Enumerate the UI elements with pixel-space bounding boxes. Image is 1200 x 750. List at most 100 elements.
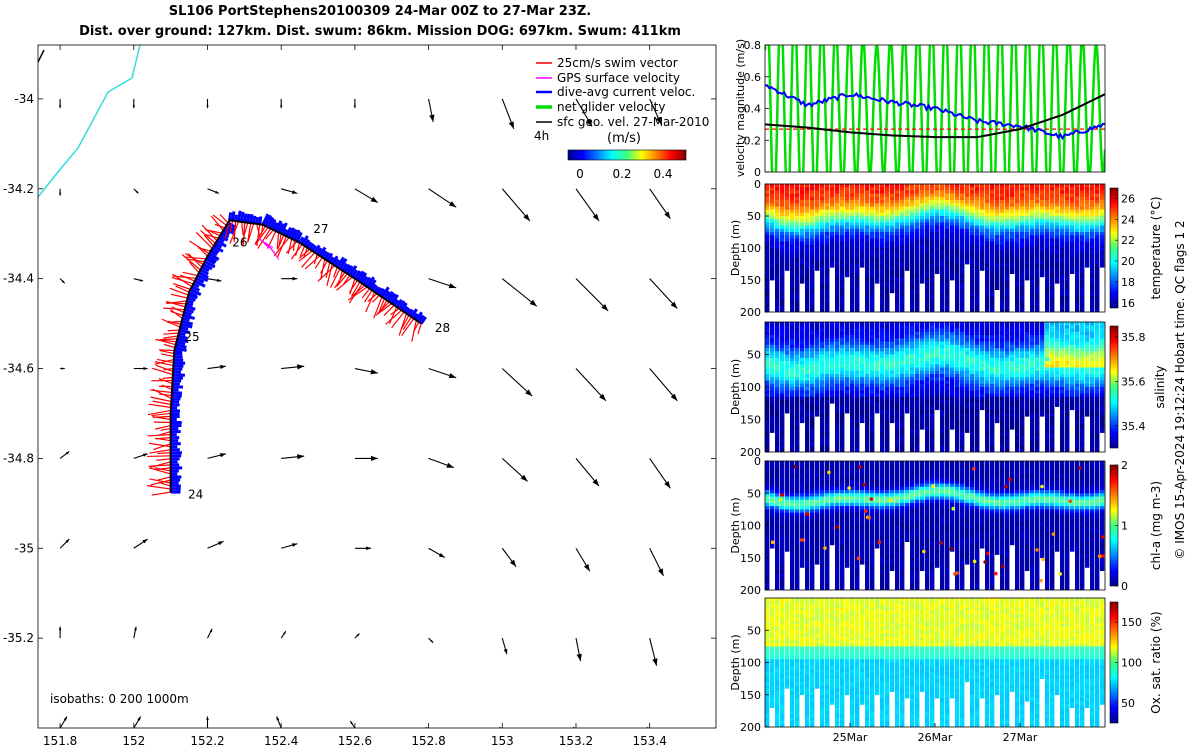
- section-cell: [865, 322, 870, 326]
- section-cell: [970, 232, 975, 236]
- section-cell: [1020, 203, 1025, 207]
- section-cell: [1095, 193, 1100, 198]
- section-cell: [845, 325, 850, 329]
- section-cell: [800, 396, 805, 401]
- section-cell: [870, 276, 875, 281]
- geo-vector-head: [291, 190, 298, 194]
- section-cell: [820, 225, 825, 230]
- section-cell: [950, 328, 955, 333]
- section-cell: [995, 248, 1000, 252]
- section-cell: [925, 244, 930, 249]
- section-cell: [825, 406, 830, 411]
- section-cell: [1040, 232, 1045, 236]
- section-cell: [955, 196, 960, 201]
- section-cell: [845, 354, 850, 359]
- section-cell: [900, 354, 905, 359]
- section-cell: [940, 187, 945, 191]
- section-cell: [1035, 228, 1040, 233]
- section-cell: [920, 270, 925, 274]
- section-cell: [1085, 203, 1090, 207]
- section-cell: [910, 209, 915, 214]
- section-cell: [940, 403, 945, 407]
- section-cell: [820, 380, 825, 385]
- section-cell: [850, 422, 855, 427]
- section-cell: [930, 413, 935, 417]
- section-cell: [875, 264, 880, 268]
- section-cell: [910, 276, 915, 281]
- section-cell: [810, 248, 815, 252]
- section-cell: [920, 254, 925, 258]
- section-cell: [1030, 292, 1035, 297]
- section-cell: [1005, 280, 1010, 284]
- section-cell: [1005, 196, 1010, 201]
- section-cell: [1010, 225, 1015, 230]
- section-cell: [980, 390, 985, 394]
- section-cell: [995, 390, 1000, 394]
- section-cell: [825, 244, 830, 249]
- section-cell: [1045, 190, 1050, 194]
- section-cell: [995, 232, 1000, 236]
- section-cell: [885, 403, 890, 407]
- geo-vector-head: [350, 721, 353, 725]
- section-cell: [905, 393, 910, 398]
- section-cell: [995, 361, 1000, 365]
- section-cell: [1075, 219, 1080, 223]
- section-cell: [815, 322, 820, 326]
- section-cell: [1095, 209, 1100, 214]
- section-cell: [955, 367, 960, 372]
- section-cell: [1070, 212, 1075, 217]
- section-cell: [925, 361, 930, 365]
- section-cell: [850, 341, 855, 346]
- current-vector: [336, 256, 345, 269]
- section-cell: [930, 209, 935, 214]
- current-vector: [264, 214, 272, 227]
- section-cell: [810, 331, 815, 336]
- section-cell: [970, 335, 975, 339]
- geo-vector-head: [370, 196, 378, 203]
- section-cell: [960, 238, 965, 242]
- section-cell: [950, 257, 955, 262]
- section-cell: [840, 241, 845, 246]
- section-cell: [840, 351, 845, 355]
- section-cell: [925, 296, 930, 300]
- section-cell: [1085, 190, 1090, 194]
- section-cell: [980, 354, 985, 359]
- section-cell: [765, 232, 770, 236]
- section-cell: [790, 419, 795, 424]
- section-cell: [790, 196, 795, 201]
- section-cell: [840, 286, 845, 290]
- section-cell: [870, 322, 875, 326]
- section-cell: [945, 383, 950, 388]
- section-cell: [895, 228, 900, 233]
- current-vector: [183, 311, 192, 316]
- section-cell: [955, 264, 960, 268]
- section-cell: [850, 254, 855, 258]
- section-cell: [940, 289, 945, 294]
- section-cell: [990, 344, 995, 349]
- section-cell: [910, 241, 915, 246]
- section-cell: [895, 341, 900, 346]
- section-cell: [970, 445, 975, 450]
- section-cell: [825, 439, 830, 443]
- section-cell: [1020, 422, 1025, 427]
- section-cell: [910, 244, 915, 249]
- section-cell: [910, 302, 915, 306]
- section-cell: [915, 219, 920, 223]
- section-cell: [1005, 413, 1010, 417]
- colorbar-tick-1: 0.2: [612, 167, 631, 181]
- section-cell: [940, 235, 945, 239]
- section-cell: [785, 196, 790, 201]
- geo-vector-head: [142, 539, 148, 544]
- section-cell: [895, 193, 900, 198]
- section-cell: [770, 341, 775, 346]
- section-cell: [1080, 219, 1085, 223]
- section-cell: [1000, 422, 1005, 427]
- section-cell: [890, 212, 895, 217]
- section-cell: [765, 302, 770, 306]
- current-vector: [173, 358, 184, 362]
- section-cell: [955, 400, 960, 404]
- section-cell: [785, 409, 790, 414]
- swim-vector: [160, 427, 171, 431]
- section-cell: [920, 219, 925, 223]
- section-cell: [880, 244, 885, 249]
